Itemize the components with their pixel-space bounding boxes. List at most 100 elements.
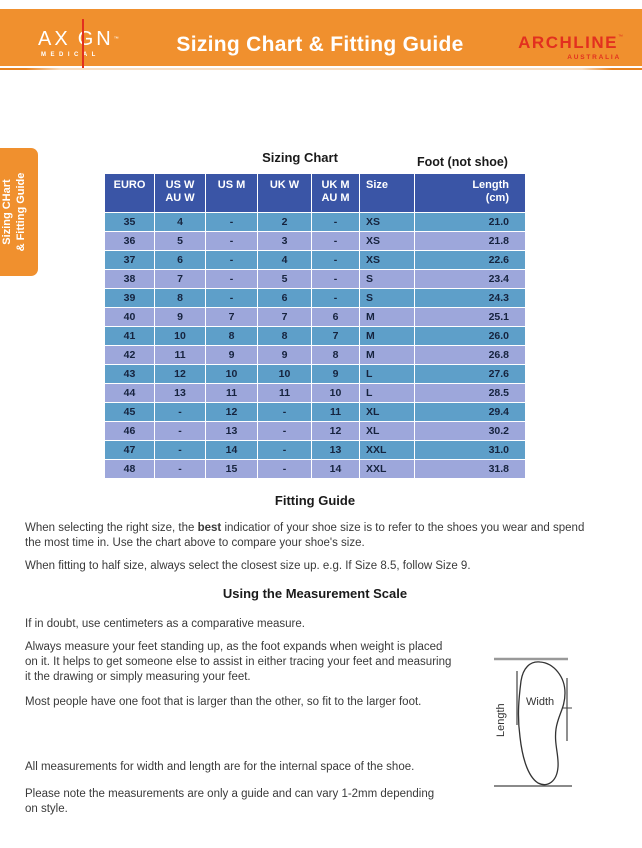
foot-measurement-diagram: Width Length — [494, 657, 572, 787]
table-cell: - — [312, 232, 360, 250]
paragraph-measure-5: Please note the measurements are only a … — [25, 788, 435, 815]
table-cell: 5 — [258, 270, 312, 288]
table-cell: 11 — [258, 384, 312, 402]
table-cell: 40 — [105, 308, 155, 326]
table-cell: - — [206, 213, 258, 231]
table-cell: 28.5 — [488, 387, 509, 399]
table-cell: L — [360, 365, 415, 383]
archline-trademark: ™ — [618, 34, 623, 40]
axign-trademark: ™ — [113, 36, 122, 42]
table-cell: 47 — [105, 441, 155, 459]
table-cell: 14 — [206, 441, 258, 459]
table-cell: 7 — [312, 327, 360, 345]
table-row: 40 9 7 7 6 M 25.1 — [105, 308, 525, 326]
table-cell: 9 — [258, 346, 312, 364]
table-cell: 22.6 — [488, 254, 509, 266]
table-cell: 7 — [258, 308, 312, 326]
table-cell: - — [206, 251, 258, 269]
table-cell: - — [258, 460, 312, 478]
table-cell: 35 — [105, 213, 155, 231]
table-cell: - — [155, 441, 206, 459]
table-cell: - — [312, 270, 360, 288]
header-divider-line — [0, 68, 642, 70]
table-cell: 21.8 — [488, 235, 509, 247]
table-cell: 4 — [258, 251, 312, 269]
width-label: Width — [526, 696, 554, 708]
table-cell: 31.0 — [488, 444, 509, 456]
table-row: 43 12 10 10 9 L 27.6 — [105, 365, 525, 383]
table-cell: - — [258, 422, 312, 440]
table-cell: 8 — [312, 346, 360, 364]
table-cell: 43 — [105, 365, 155, 383]
column-header: UK W — [258, 174, 312, 212]
table-cell: 12 — [155, 365, 206, 383]
table-cell: 13 — [155, 384, 206, 402]
axign-red-line-icon — [82, 19, 84, 68]
table-row: 39 8-6- S 24.3 — [105, 289, 525, 307]
axign-letters-left: AX — [38, 28, 71, 50]
table-cell: 10 — [312, 384, 360, 402]
table-cell: 6 — [312, 308, 360, 326]
paragraph-measure-2: Always measure your feet standing up, as… — [25, 641, 452, 683]
table-header-row: EURO US W AU W US M UK W UK M AU M Size Length (c… — [105, 174, 525, 212]
column-header: Size — [360, 174, 415, 212]
table-cell: 6 — [258, 289, 312, 307]
table-cell: 7 — [206, 308, 258, 326]
table-cell: 11 — [206, 384, 258, 402]
foot-not-shoe-label: Foot (not shoe) — [417, 155, 508, 169]
archline-wordmark: ARCHLINE™ — [518, 33, 623, 52]
table-cell: S — [360, 289, 415, 307]
table-cell: 48 — [105, 460, 155, 478]
axign-wordmark: AX GN™ — [38, 29, 122, 49]
table-cell: 25.1 — [488, 311, 509, 323]
table-cell: 21.0 — [488, 216, 509, 228]
table-cell: 10 — [206, 365, 258, 383]
table-cell: 8 — [206, 327, 258, 345]
table-cell: - — [312, 251, 360, 269]
table-cell: 44 — [105, 384, 155, 402]
paragraph-measure-4: All measurements for width and length ar… — [25, 761, 415, 773]
table-cell: - — [155, 403, 206, 421]
table-cell: S — [360, 270, 415, 288]
table-cell: XS — [360, 232, 415, 250]
table-row: 45-12-11 XL 29.4 — [105, 403, 525, 421]
table-cell: 5 — [155, 232, 206, 250]
paragraph-measure-1: If in doubt, use centimeters as a compar… — [25, 618, 305, 630]
measurement-scale-heading: Using the Measurement Scale — [222, 586, 408, 601]
table-cell: 29.4 — [488, 406, 509, 418]
table-cell: 41 — [105, 327, 155, 345]
table-cell: 7 — [155, 270, 206, 288]
table-cell: 30.2 — [488, 425, 509, 437]
table-cell: 2 — [258, 213, 312, 231]
table-row: 37 6-4- XS 22.6 — [105, 251, 525, 269]
table-row: 46-13-12 XL 30.2 — [105, 422, 525, 440]
column-header: US W AU W — [155, 174, 206, 212]
table-cell: 3 — [258, 232, 312, 250]
table-cell: 46 — [105, 422, 155, 440]
page-title: Sizing Chart & Fitting Guide — [176, 33, 464, 56]
table-row: 42 11 9 9 8 M 26.8 — [105, 346, 525, 364]
length-label: Length — [495, 703, 507, 737]
column-header: UK M AU M — [312, 174, 360, 212]
table-cell: - — [312, 213, 360, 231]
table-cell: 13 — [312, 441, 360, 459]
table-cell: 27.6 — [488, 368, 509, 380]
table-row: 41 10 8 8 7 M 26.0 — [105, 327, 525, 345]
table-cell: - — [206, 270, 258, 288]
sizing-chart-heading: Sizing Chart — [262, 150, 338, 165]
table-cell: XL — [360, 422, 415, 440]
table-cell: XS — [360, 251, 415, 269]
table-cell: 6 — [155, 251, 206, 269]
table-row: 36 5-3- XS 21.8 — [105, 232, 525, 250]
sizing-table: EURO US W AU W US M UK W UK M AU M Size Length (c… — [105, 174, 525, 479]
header-band: AX GN™ MEDICAL Sizing Chart & Fitting Gui… — [0, 9, 642, 68]
table-cell: - — [258, 441, 312, 459]
table-cell: 39 — [105, 289, 155, 307]
axign-medical-logo: AX GN™ MEDICAL — [38, 19, 122, 68]
table-cell: 31.8 — [488, 463, 509, 475]
paragraph-fitting-1: When selecting the right size, the best … — [25, 522, 585, 549]
table-cell: 9 — [312, 365, 360, 383]
table-cell: 9 — [155, 308, 206, 326]
table-cell: XXL — [360, 460, 415, 478]
table-cell: M — [360, 346, 415, 364]
